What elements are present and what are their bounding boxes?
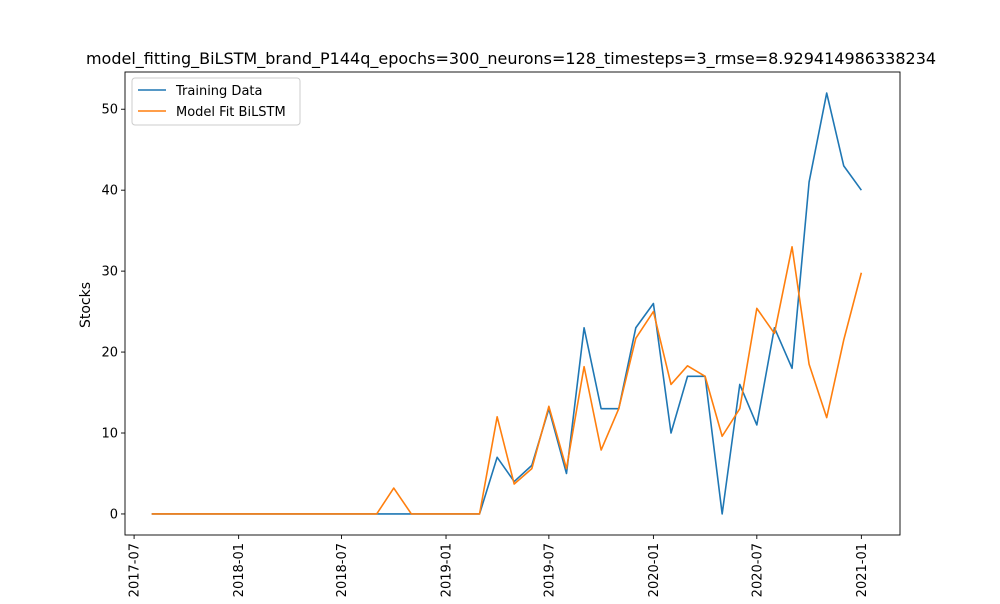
y-tick-label: 0 <box>110 507 118 522</box>
y-tick-label: 20 <box>101 346 118 361</box>
x-tick-label: 2019-07 <box>542 543 557 597</box>
x-tick-label: 2019-01 <box>440 543 455 597</box>
plot-area <box>151 92 863 515</box>
x-tick-label: 2017-07 <box>128 543 143 597</box>
y-axis-label: Stocks <box>78 282 94 328</box>
plot-frame <box>124 71 901 536</box>
legend-label: Training Data <box>175 84 262 99</box>
x-tick-label: 2020-01 <box>647 543 662 597</box>
y-tick-label: 50 <box>101 103 118 118</box>
legend-label: Model Fit BiLSTM <box>176 105 286 120</box>
y-tick-label: 30 <box>101 265 118 280</box>
axes: 0 10 20 30 40 50 2017-07 2018-01 2018-07 2019-01 2… <box>101 71 901 597</box>
y-tick-label: 10 <box>101 427 118 442</box>
x-tick-label: 2020-07 <box>750 543 765 597</box>
legend-box <box>131 77 301 126</box>
x-tick-label: 2018-01 <box>232 543 247 597</box>
legend: Training Data Model Fit BiLSTM <box>131 77 301 126</box>
series-line-1 <box>151 246 863 515</box>
x-tick-label: 2018-07 <box>335 543 350 597</box>
chart-title: model_fitting_BiLSTM_brand_P144q_epochs=… <box>86 49 936 69</box>
y-tick-label: 40 <box>101 184 118 199</box>
x-tick-label: 2021-01 <box>855 543 870 597</box>
